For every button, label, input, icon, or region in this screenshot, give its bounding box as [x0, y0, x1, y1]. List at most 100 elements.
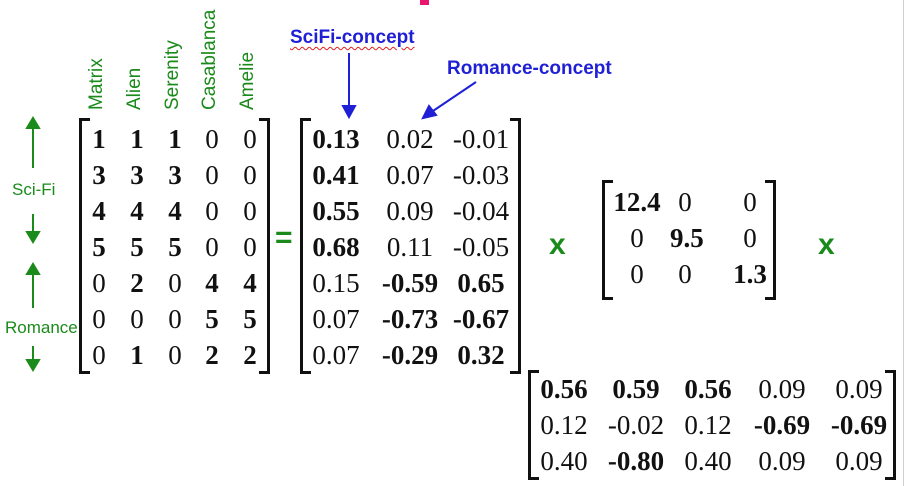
matrix-a-cell: 5 [243, 304, 257, 334]
matrix-s-cell: 0 [743, 223, 757, 253]
matrix-v-cell: 0.40 [540, 446, 588, 476]
matrix-s-left-bracket [602, 180, 613, 300]
matrix-v-cell: 0.12 [684, 410, 732, 440]
scifi-arrow-up-head-icon [25, 116, 41, 129]
matrix-s-cell: 0 [630, 259, 644, 289]
matrix-a-cell: 4 [205, 268, 219, 298]
romance-arrow-up-head-icon [25, 262, 41, 275]
matrix-a-cell: 0 [205, 124, 219, 154]
matrix-a-cell: 0 [130, 304, 144, 334]
title-fragment [420, 0, 429, 5]
matrix-u-cell: 0.02 [386, 124, 434, 154]
matrix-u-cell: -0.04 [452, 196, 510, 226]
matrix-s-cell: 0 [743, 187, 757, 217]
matrix-u-cell: 0.07 [312, 304, 360, 334]
matrix-s-cell: 12.4 [613, 187, 661, 217]
matrix-u-cell: 0.07 [312, 340, 360, 370]
equals-sign: = [275, 221, 293, 254]
matrix-s-cell: 0 [678, 187, 692, 217]
matrix-u-cell: 0.65 [457, 268, 505, 298]
romance-arrow-down-head-icon [25, 359, 41, 372]
matrix-u-cell: -0.73 [381, 304, 439, 334]
matrix-u-cell: 0.41 [312, 160, 360, 190]
matrix-u-cell: 0.32 [457, 340, 505, 370]
matrix-a-cell: 5 [92, 232, 106, 262]
matrix-s-cell: 9.5 [670, 223, 704, 253]
matrix-v-cell: 0.40 [684, 446, 732, 476]
scifi-concept-arrowhead-icon [341, 105, 357, 120]
matrix-v-cell: 0.09 [758, 446, 806, 476]
matrix-a-cell: 0 [205, 232, 219, 262]
matrix-a-cell: 3 [92, 160, 106, 190]
matrix-a-cell: 5 [168, 232, 182, 262]
matrix-a-cell: 0 [168, 268, 182, 298]
matrix-a-cell: 4 [92, 196, 106, 226]
matrix-a-cell: 1 [168, 124, 182, 154]
scifi-concept-label: SciFi-concept [290, 27, 415, 48]
matrix-a-cell: 0 [243, 196, 257, 226]
matrix-a-cell: 3 [168, 160, 182, 190]
matrix-u-cell: -0.59 [381, 268, 439, 298]
matrix-s-cell: 0 [678, 259, 692, 289]
matrix-u-cell: 0.13 [312, 124, 360, 154]
matrix-v-cell: -0.80 [607, 446, 665, 476]
matrix-a-cell: 0 [243, 160, 257, 190]
matrix-v-cell: -0.02 [607, 410, 665, 440]
matrix-a-cell: 0 [205, 160, 219, 190]
scifi-arrow-down-head-icon [25, 231, 41, 244]
matrix-u-cell: 0.68 [312, 232, 360, 262]
matrix-a-cell: 0 [92, 268, 106, 298]
matrix-a-cell: 0 [243, 124, 257, 154]
romance-concept-label: Romance-concept [447, 58, 612, 79]
matrix-u-cell: 0.07 [386, 160, 434, 190]
matrix-a-cell: 0 [92, 304, 106, 334]
matrix-u-cell: -0.05 [452, 232, 510, 262]
matrix-s-right-bracket [765, 180, 776, 300]
matrix-s-cell: 0 [630, 223, 644, 253]
matrix-a-cell: 0 [243, 232, 257, 262]
matrix-a-cell: 5 [205, 304, 219, 334]
matrix-a-cell: 5 [130, 232, 144, 262]
matrix-a-cell: 4 [243, 268, 257, 298]
matrix-u-right-bracket [510, 118, 521, 374]
matrix-u-cell: 0.11 [386, 232, 434, 262]
matrix-a-cell: 0 [205, 196, 219, 226]
romance-concept-arrowhead-icon [421, 104, 438, 120]
matrix-v-cell: 0.09 [758, 374, 806, 404]
matrix-u-cell: -0.67 [452, 304, 510, 334]
matrix-a-cell: 0 [92, 340, 106, 370]
matrix-u-cell: -0.01 [452, 124, 510, 154]
matrix-a-cell: 0 [168, 304, 182, 334]
matrix-v-cell: 0.12 [540, 410, 588, 440]
matrix-a-cell: 0 [168, 340, 182, 370]
matrix-u-cell: 0.09 [386, 196, 434, 226]
matrix-v-right-bracket [885, 370, 896, 480]
matrix-u-cell: 0.55 [312, 196, 360, 226]
matrix-u-cell: -0.03 [452, 160, 510, 190]
matrix-a-cell: 4 [168, 196, 182, 226]
matrix-s-cell: 1.3 [733, 259, 767, 289]
romance-concept-arrow-icon [429, 81, 477, 114]
matrix-a-cell: 2 [243, 340, 257, 370]
matrix-v-cell: 0.09 [835, 374, 883, 404]
matrix-a-cell: 1 [92, 124, 106, 154]
scifi-label: Sci-Fi [12, 180, 56, 199]
matrix-a-right-bracket [259, 118, 270, 374]
matrix-v-cell: 0.09 [835, 446, 883, 476]
matrix-a-cell: 2 [205, 340, 219, 370]
matrix-a-cell: 4 [130, 196, 144, 226]
slide-edge [903, 0, 904, 486]
matrix-v-left-bracket [528, 370, 539, 480]
matrix-u-left-bracket [300, 118, 311, 374]
matrix-a-cell: 3 [130, 160, 144, 190]
matrix-v-cell: 0.56 [540, 374, 588, 404]
matrix-v-cell: -0.69 [830, 410, 888, 440]
matrix-a-cell: 1 [130, 124, 144, 154]
matrix-v-cell: -0.69 [753, 410, 811, 440]
matrix-v-cell: 0.59 [612, 374, 660, 404]
matrix-a-cell: 1 [130, 340, 144, 370]
matrix-a-left-bracket [79, 118, 90, 374]
romance-label: Romance [5, 318, 78, 337]
times-sign-1: x [549, 228, 566, 261]
